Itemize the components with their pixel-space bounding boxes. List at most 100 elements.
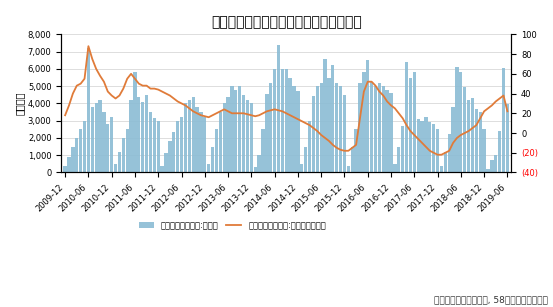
Bar <box>269 83 273 173</box>
Bar <box>444 152 447 173</box>
Bar <box>289 77 292 173</box>
Bar <box>215 129 218 173</box>
Bar <box>79 129 82 173</box>
Bar <box>327 77 331 173</box>
Bar <box>153 118 156 173</box>
Bar <box>149 112 152 173</box>
Bar <box>160 165 164 173</box>
Bar <box>75 138 79 173</box>
Bar <box>238 86 241 173</box>
Bar <box>180 117 183 173</box>
Bar <box>335 83 338 173</box>
Bar <box>424 117 427 173</box>
Bar <box>459 72 462 173</box>
Bar <box>474 109 478 173</box>
Bar <box>129 100 133 173</box>
Bar <box>471 98 474 173</box>
Bar <box>203 117 206 173</box>
Bar <box>502 68 505 173</box>
Bar <box>234 90 237 173</box>
Bar <box>141 102 144 173</box>
Bar <box>320 83 323 173</box>
Bar <box>463 87 466 173</box>
Bar <box>195 107 199 173</box>
Bar <box>393 164 397 173</box>
Bar <box>273 69 276 173</box>
Bar <box>420 121 424 173</box>
Bar <box>118 152 121 173</box>
Bar <box>324 59 327 173</box>
Bar <box>95 103 98 173</box>
Bar <box>447 134 451 173</box>
Bar <box>382 86 385 173</box>
办公楼新开工面积:累计同比（右） <box>209 113 216 117</box>
Bar <box>389 93 393 173</box>
Bar <box>64 166 67 173</box>
Bar <box>137 96 140 173</box>
Bar <box>87 48 90 173</box>
Bar <box>122 138 125 173</box>
Bar <box>331 65 335 173</box>
办公楼新开工面积:累计同比（右） <box>232 111 239 115</box>
Bar <box>145 95 148 173</box>
Bar <box>358 83 362 173</box>
Bar <box>67 157 71 173</box>
Bar <box>428 122 431 173</box>
Bar <box>184 103 187 173</box>
办公楼新开工面积:累计同比（右） <box>85 44 92 48</box>
办公楼新开工面积:累计同比（右） <box>504 110 511 113</box>
Bar <box>126 129 129 173</box>
Bar <box>432 124 435 173</box>
Bar <box>211 146 214 173</box>
Line: 办公楼新开工面积:累计同比（右）: 办公楼新开工面积:累计同比（右） <box>65 46 508 155</box>
Bar <box>490 160 493 173</box>
Bar <box>164 154 168 173</box>
Bar <box>478 112 482 173</box>
办公楼新开工面积:累计同比（右） <box>124 77 131 80</box>
Bar <box>366 60 369 173</box>
Bar <box>226 96 229 173</box>
Y-axis label: 万平方米: 万平方米 <box>15 92 25 115</box>
Bar <box>397 146 400 173</box>
Bar <box>467 100 470 173</box>
Bar <box>114 164 117 173</box>
Bar <box>370 82 373 173</box>
Bar <box>218 112 222 173</box>
Bar <box>285 69 288 173</box>
Bar <box>199 112 202 173</box>
Bar <box>385 90 389 173</box>
Legend: 办公楼新开工面积:累计值, 办公楼新开工面积:累计同比（右）: 办公楼新开工面积:累计值, 办公楼新开工面积:累计同比（右） <box>139 221 326 230</box>
办公楼新开工面积:累计同比（右） <box>62 113 69 117</box>
Bar <box>308 121 311 173</box>
Bar <box>102 112 106 173</box>
Bar <box>98 100 102 173</box>
Bar <box>374 86 377 173</box>
Bar <box>156 121 160 173</box>
Bar <box>416 119 420 173</box>
Bar <box>222 103 226 173</box>
Bar <box>347 165 350 173</box>
Bar <box>242 95 245 173</box>
Bar <box>191 97 195 173</box>
Bar <box>339 86 342 173</box>
办公楼新开工面积:累计同比（右） <box>457 133 464 137</box>
办公楼新开工面积:累计同比（右） <box>166 94 173 97</box>
Bar <box>187 100 191 173</box>
Bar <box>409 77 412 173</box>
Bar <box>405 62 408 173</box>
Bar <box>71 146 75 173</box>
Bar <box>168 142 171 173</box>
Bar <box>304 146 307 173</box>
Bar <box>436 129 439 173</box>
Bar <box>230 86 233 173</box>
Bar <box>176 121 179 173</box>
Bar <box>207 164 210 173</box>
Bar <box>300 164 304 173</box>
Bar <box>455 67 458 173</box>
Bar <box>494 155 497 173</box>
Bar <box>343 95 346 173</box>
Bar <box>351 146 354 173</box>
Bar <box>413 72 416 173</box>
Bar <box>312 96 315 173</box>
Bar <box>378 83 381 173</box>
